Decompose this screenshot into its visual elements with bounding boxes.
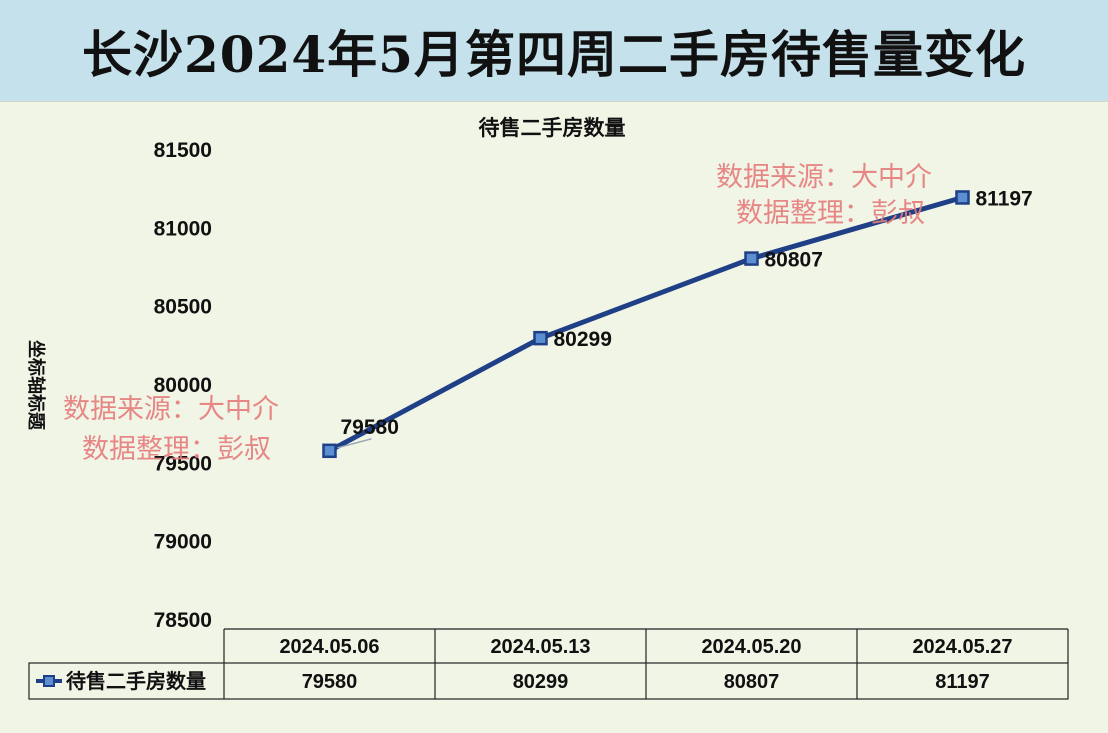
y-axis-ticks: 78500 79000 79500 80000 80500 81000 81500 xyxy=(154,139,212,632)
y-axis-label: 坐标轴标题 xyxy=(25,340,47,431)
legend-series-name: 待售二手房数量 xyxy=(66,669,206,693)
y-tick-label: 81000 xyxy=(154,217,212,240)
chart-title: 待售二手房数量 xyxy=(479,116,626,140)
data-point-marker xyxy=(955,190,970,205)
markers-group xyxy=(322,190,970,459)
table-values-row-border xyxy=(28,662,1069,700)
data-table: 2024.05.06 2024.05.13 2024.05.20 2024.05.27… xyxy=(28,628,1069,700)
label-leader-line xyxy=(337,438,372,449)
watermark-left-editor: 数据整理：彭叔 xyxy=(82,434,271,465)
data-labels-group: 79580 80299 80807 81197 xyxy=(337,187,1033,449)
y-tick-label: 79500 xyxy=(154,452,212,475)
table-header-cell: 2024.05.13 xyxy=(490,636,590,658)
table-header-cell: 2024.05.06 xyxy=(279,636,379,658)
legend-marker-swatch xyxy=(43,675,55,687)
y-tick-label: 79000 xyxy=(154,531,212,554)
data-point-marker xyxy=(322,443,337,459)
data-point-marker xyxy=(533,330,548,346)
table-header-cell: 2024.05.27 xyxy=(912,636,1012,658)
data-label: 81197 xyxy=(976,187,1033,210)
data-label: 79580 xyxy=(341,416,399,439)
watermark-right-source: 数据来源：大中介 xyxy=(716,162,932,193)
y-tick-label: 80500 xyxy=(154,296,212,319)
data-point-marker xyxy=(744,251,759,266)
data-label: 80807 xyxy=(765,249,823,272)
table-value-cell: 80299 xyxy=(513,671,569,693)
series-line xyxy=(327,194,965,454)
table-value-cell: 80807 xyxy=(724,671,780,693)
y-tick-label: 80000 xyxy=(154,374,212,397)
y-tick-label: 78500 xyxy=(154,609,212,632)
watermarks-group: 数据来源：大中介 数据整理：彭叔 数据来源：大中介 数据整理：彭叔 xyxy=(63,162,932,465)
watermark-left-source: 数据来源：大中介 xyxy=(63,394,279,425)
series-line-group xyxy=(327,194,965,454)
table-value-cell: 79580 xyxy=(302,671,358,693)
table-value-cell: 81197 xyxy=(935,671,990,693)
table-header-cell: 2024.05.20 xyxy=(701,636,801,658)
page-title: 长沙2024年5月第四周二手房待售量变化 xyxy=(82,24,1026,84)
title-banner: 长沙2024年5月第四周二手房待售量变化 xyxy=(0,0,1108,101)
watermark-right-editor: 数据整理：彭叔 xyxy=(736,198,925,229)
y-tick-label: 81500 xyxy=(154,139,212,162)
data-label: 80299 xyxy=(554,328,612,351)
